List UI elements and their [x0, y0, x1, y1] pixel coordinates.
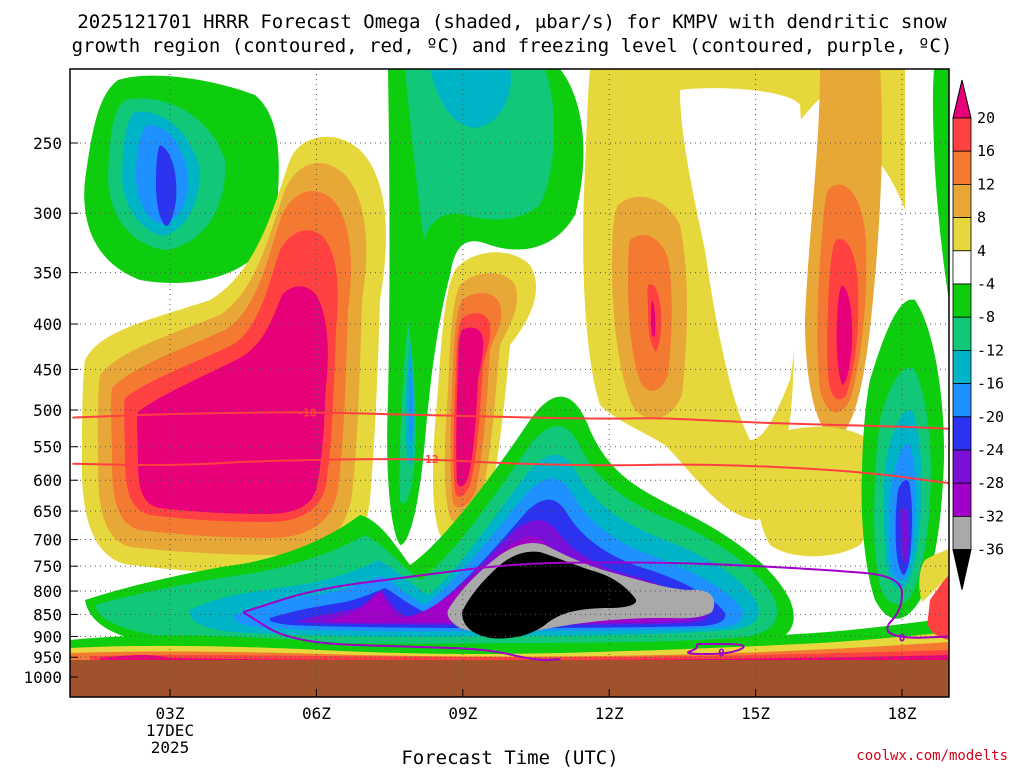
y-tick-label-250: 250: [33, 134, 62, 153]
shade-neg-low-below-36: [462, 551, 637, 639]
colorbar-bin-1: [952, 117, 972, 152]
x-axis-ticks: 03Z 06Z 09Z 12Z 15Z 18Z: [156, 689, 917, 723]
colorbar-bin-2: [952, 150, 972, 185]
shade-pos-right-20a: [651, 300, 656, 337]
shade-neg-upper-left-24: [156, 145, 177, 226]
y-tick-label-650: 650: [33, 502, 62, 521]
colorbar-bin-7: [952, 316, 972, 351]
shade-neg-upper-right-8: [932, 69, 949, 300]
colorbar-label-11: -28: [977, 474, 1004, 492]
shade-neg-col-28: [900, 507, 909, 563]
colorbar-label-10: -24: [977, 441, 1004, 459]
y-tick-label-700: 700: [33, 531, 62, 550]
shade-right-edge-pos: [927, 570, 949, 640]
y-tick-label-450: 450: [33, 360, 62, 379]
colorbar-label-8: -16: [977, 375, 1004, 393]
colorbar-label-5: -4: [977, 275, 995, 293]
colorbar-label-13: -36: [977, 541, 1004, 559]
colorbar-label-2: 12: [977, 175, 995, 193]
x-tick-label-06Z: 06Z: [302, 704, 331, 723]
contour-0: [72, 411, 949, 430]
shade-pos-right-gap: [680, 88, 803, 440]
colorbar-bin-0: [952, 79, 972, 119]
chart-title-line-1: 2025121701 HRRR Forecast Omega (shaded, …: [77, 11, 947, 33]
shade-neg-upper-mid-16: [430, 69, 511, 128]
shade-right-edge-pos-4: [919, 548, 949, 602]
date-label-year: 2025: [151, 738, 190, 757]
y-tick-label-900: 900: [33, 627, 62, 646]
y-tick-label-350: 350: [33, 264, 62, 283]
colorbar-bin-13: [952, 516, 972, 551]
x-tick-label-12Z: 12Z: [595, 704, 624, 723]
colorbar-label-4: 4: [977, 242, 986, 260]
y-tick-label-1000: 1000: [23, 668, 62, 687]
y-tick-label-950: 950: [33, 648, 62, 667]
y-tick-label-300: 300: [33, 204, 62, 223]
colorbar-bin-14: [952, 549, 972, 590]
plot-frame: [69, 68, 950, 698]
y-tick-label-550: 550: [33, 438, 62, 457]
y-axis-ticks: 250 300 350 400 450 500 550 600 650 700 750 800 850 9…: [23, 134, 78, 687]
colorbar-bin-9: [952, 383, 972, 418]
colorbar-label-9: -20: [977, 408, 1004, 426]
contour-lines: -18 -12 0 0: [72, 406, 949, 661]
x-tick-label-18Z: 18Z: [888, 704, 917, 723]
shade-pos-right-20b: [836, 285, 853, 385]
shade-near-surface-red: [90, 650, 949, 660]
colorbar-bin-5: [952, 250, 972, 285]
colorbar-bin-8: [952, 349, 972, 384]
colorbar-label-1: 16: [977, 142, 995, 160]
contour-label-4: 0: [718, 646, 725, 659]
shade-pos-right-strip: [755, 426, 881, 557]
site-credit: coolwx.com/modelts: [856, 748, 1008, 764]
terrain-below-ground: [70, 660, 949, 697]
contour-label-0: -18: [297, 406, 317, 419]
y-tick-label-750: 750: [33, 557, 62, 576]
shade-near-surface-green: [70, 618, 949, 656]
shade-pos-mid-20: [456, 327, 484, 487]
y-tick-label-500: 500: [33, 401, 62, 420]
shade-near-surface-magenta: [100, 655, 949, 660]
colorbar-label-7: -12: [977, 341, 1004, 359]
colorbar-bin-6: [952, 283, 972, 318]
contour-2: [242, 561, 949, 639]
colorbar-label-12: -32: [977, 507, 1004, 525]
shade-neg-spike-20: [409, 355, 414, 442]
shade-pos-left-20: [137, 286, 328, 514]
contour-label-2: 0: [899, 632, 906, 645]
x-tick-label-15Z: 15Z: [741, 704, 770, 723]
colorbar-bin-12: [952, 482, 972, 517]
omega-shaded-field: [70, 69, 949, 660]
x-axis-label: Forecast Time (UTC): [401, 747, 618, 768]
x-tick-label-09Z: 09Z: [448, 704, 477, 723]
colorbar-label-0: 20: [977, 109, 995, 127]
contour-1: [72, 458, 949, 485]
contour-3: [242, 611, 561, 661]
y-tick-label-800: 800: [33, 582, 62, 601]
chart-title-line-2: growth region (contoured, red, ºC) and f…: [72, 35, 953, 57]
colorbar-bin-11: [952, 449, 972, 484]
contour-label-1: -12: [419, 453, 439, 466]
y-tick-label-600: 600: [33, 471, 62, 490]
colorbar-bin-10: [952, 416, 972, 451]
colorbar-label-3: 8: [977, 209, 986, 227]
shade-neg-upper-mid-12: [405, 69, 555, 240]
colorbar-label-6: -8: [977, 308, 995, 326]
y-tick-label-850: 850: [33, 605, 62, 624]
colorbar-bin-4: [952, 217, 972, 252]
date-label-day: 17DEC: [146, 721, 194, 740]
colorbar: 20 16 12 8 4 -4 -8 -12 -16 -20 -24 -28 -32 -36: [952, 79, 1004, 590]
colorbar-bin-3: [952, 183, 972, 218]
x-tick-label-03Z: 03Z: [156, 704, 185, 723]
contour-4: [687, 643, 745, 656]
y-tick-label-400: 400: [33, 315, 62, 334]
